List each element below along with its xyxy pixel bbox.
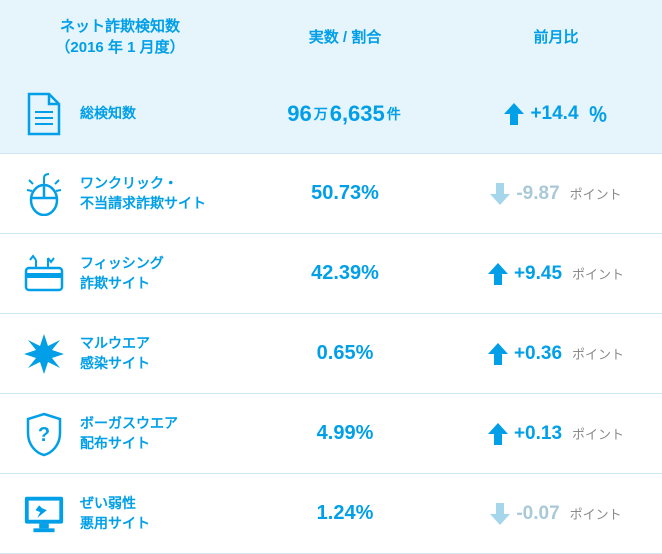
table-header: ネット詐欺検知数 （2016 年 1 月度） 実数 / 割合 前月比 (0, 0, 662, 74)
shield-icon: ? (22, 411, 66, 457)
row-label: 総検知数 (80, 104, 136, 124)
row-delta: +0.13ポイント (450, 394, 662, 473)
header-col3: 前月比 (450, 0, 662, 74)
monitor-icon (22, 493, 66, 535)
row-label: ワンクリック・不当請求詐欺サイト (80, 174, 206, 213)
row-value: 42.39% (240, 234, 450, 313)
arrow-down-icon (490, 183, 510, 205)
row-label: ボーガスウエア配布サイト (80, 414, 178, 453)
table-row: ワンクリック・不当請求詐欺サイト 50.73%-9.87ポイント (0, 154, 662, 234)
table-row: ぜい弱性悪用サイト 1.24%-0.07ポイント (0, 474, 662, 554)
arrow-down-icon (490, 503, 510, 525)
detection-stats-table: ネット詐欺検知数 （2016 年 1 月度） 実数 / 割合 前月比 総検知数 9… (0, 0, 662, 554)
arrow-up-icon (488, 263, 508, 285)
document-icon (22, 92, 66, 136)
row-label: ぜい弱性悪用サイト (80, 494, 150, 533)
burst-icon (22, 332, 66, 376)
table-row: 総検知数 96万6,635件+14.4％ (0, 74, 662, 154)
row-delta: -0.07ポイント (450, 474, 662, 553)
table-row: マルウエア感染サイト 0.65%+0.36ポイント (0, 314, 662, 394)
header-col1: ネット詐欺検知数 （2016 年 1 月度） (55, 16, 184, 58)
table-row: ? ボーガスウエア配布サイト 4.99%+0.13ポイント (0, 394, 662, 474)
row-delta: +0.36ポイント (450, 314, 662, 393)
row-delta: +14.4％ (450, 74, 662, 153)
table-row: フィッシング詐欺サイト 42.39%+9.45ポイント (0, 234, 662, 314)
row-label: マルウエア感染サイト (80, 334, 150, 373)
row-label: フィッシング詐欺サイト (80, 254, 164, 293)
mouse-icon (22, 172, 66, 216)
arrow-up-icon (488, 343, 508, 365)
row-value: 4.99% (240, 394, 450, 473)
row-delta: -9.87ポイント (450, 154, 662, 233)
arrow-up-icon (488, 423, 508, 445)
row-value: 50.73% (240, 154, 450, 233)
row-value: 96万6,635件 (240, 74, 450, 153)
row-value: 0.65% (240, 314, 450, 393)
svg-text:?: ? (38, 424, 50, 446)
row-value: 1.24% (240, 474, 450, 553)
arrow-up-icon (504, 103, 524, 125)
row-delta: +9.45ポイント (450, 234, 662, 313)
card-icon (22, 254, 66, 294)
header-col2: 実数 / 割合 (240, 0, 450, 74)
